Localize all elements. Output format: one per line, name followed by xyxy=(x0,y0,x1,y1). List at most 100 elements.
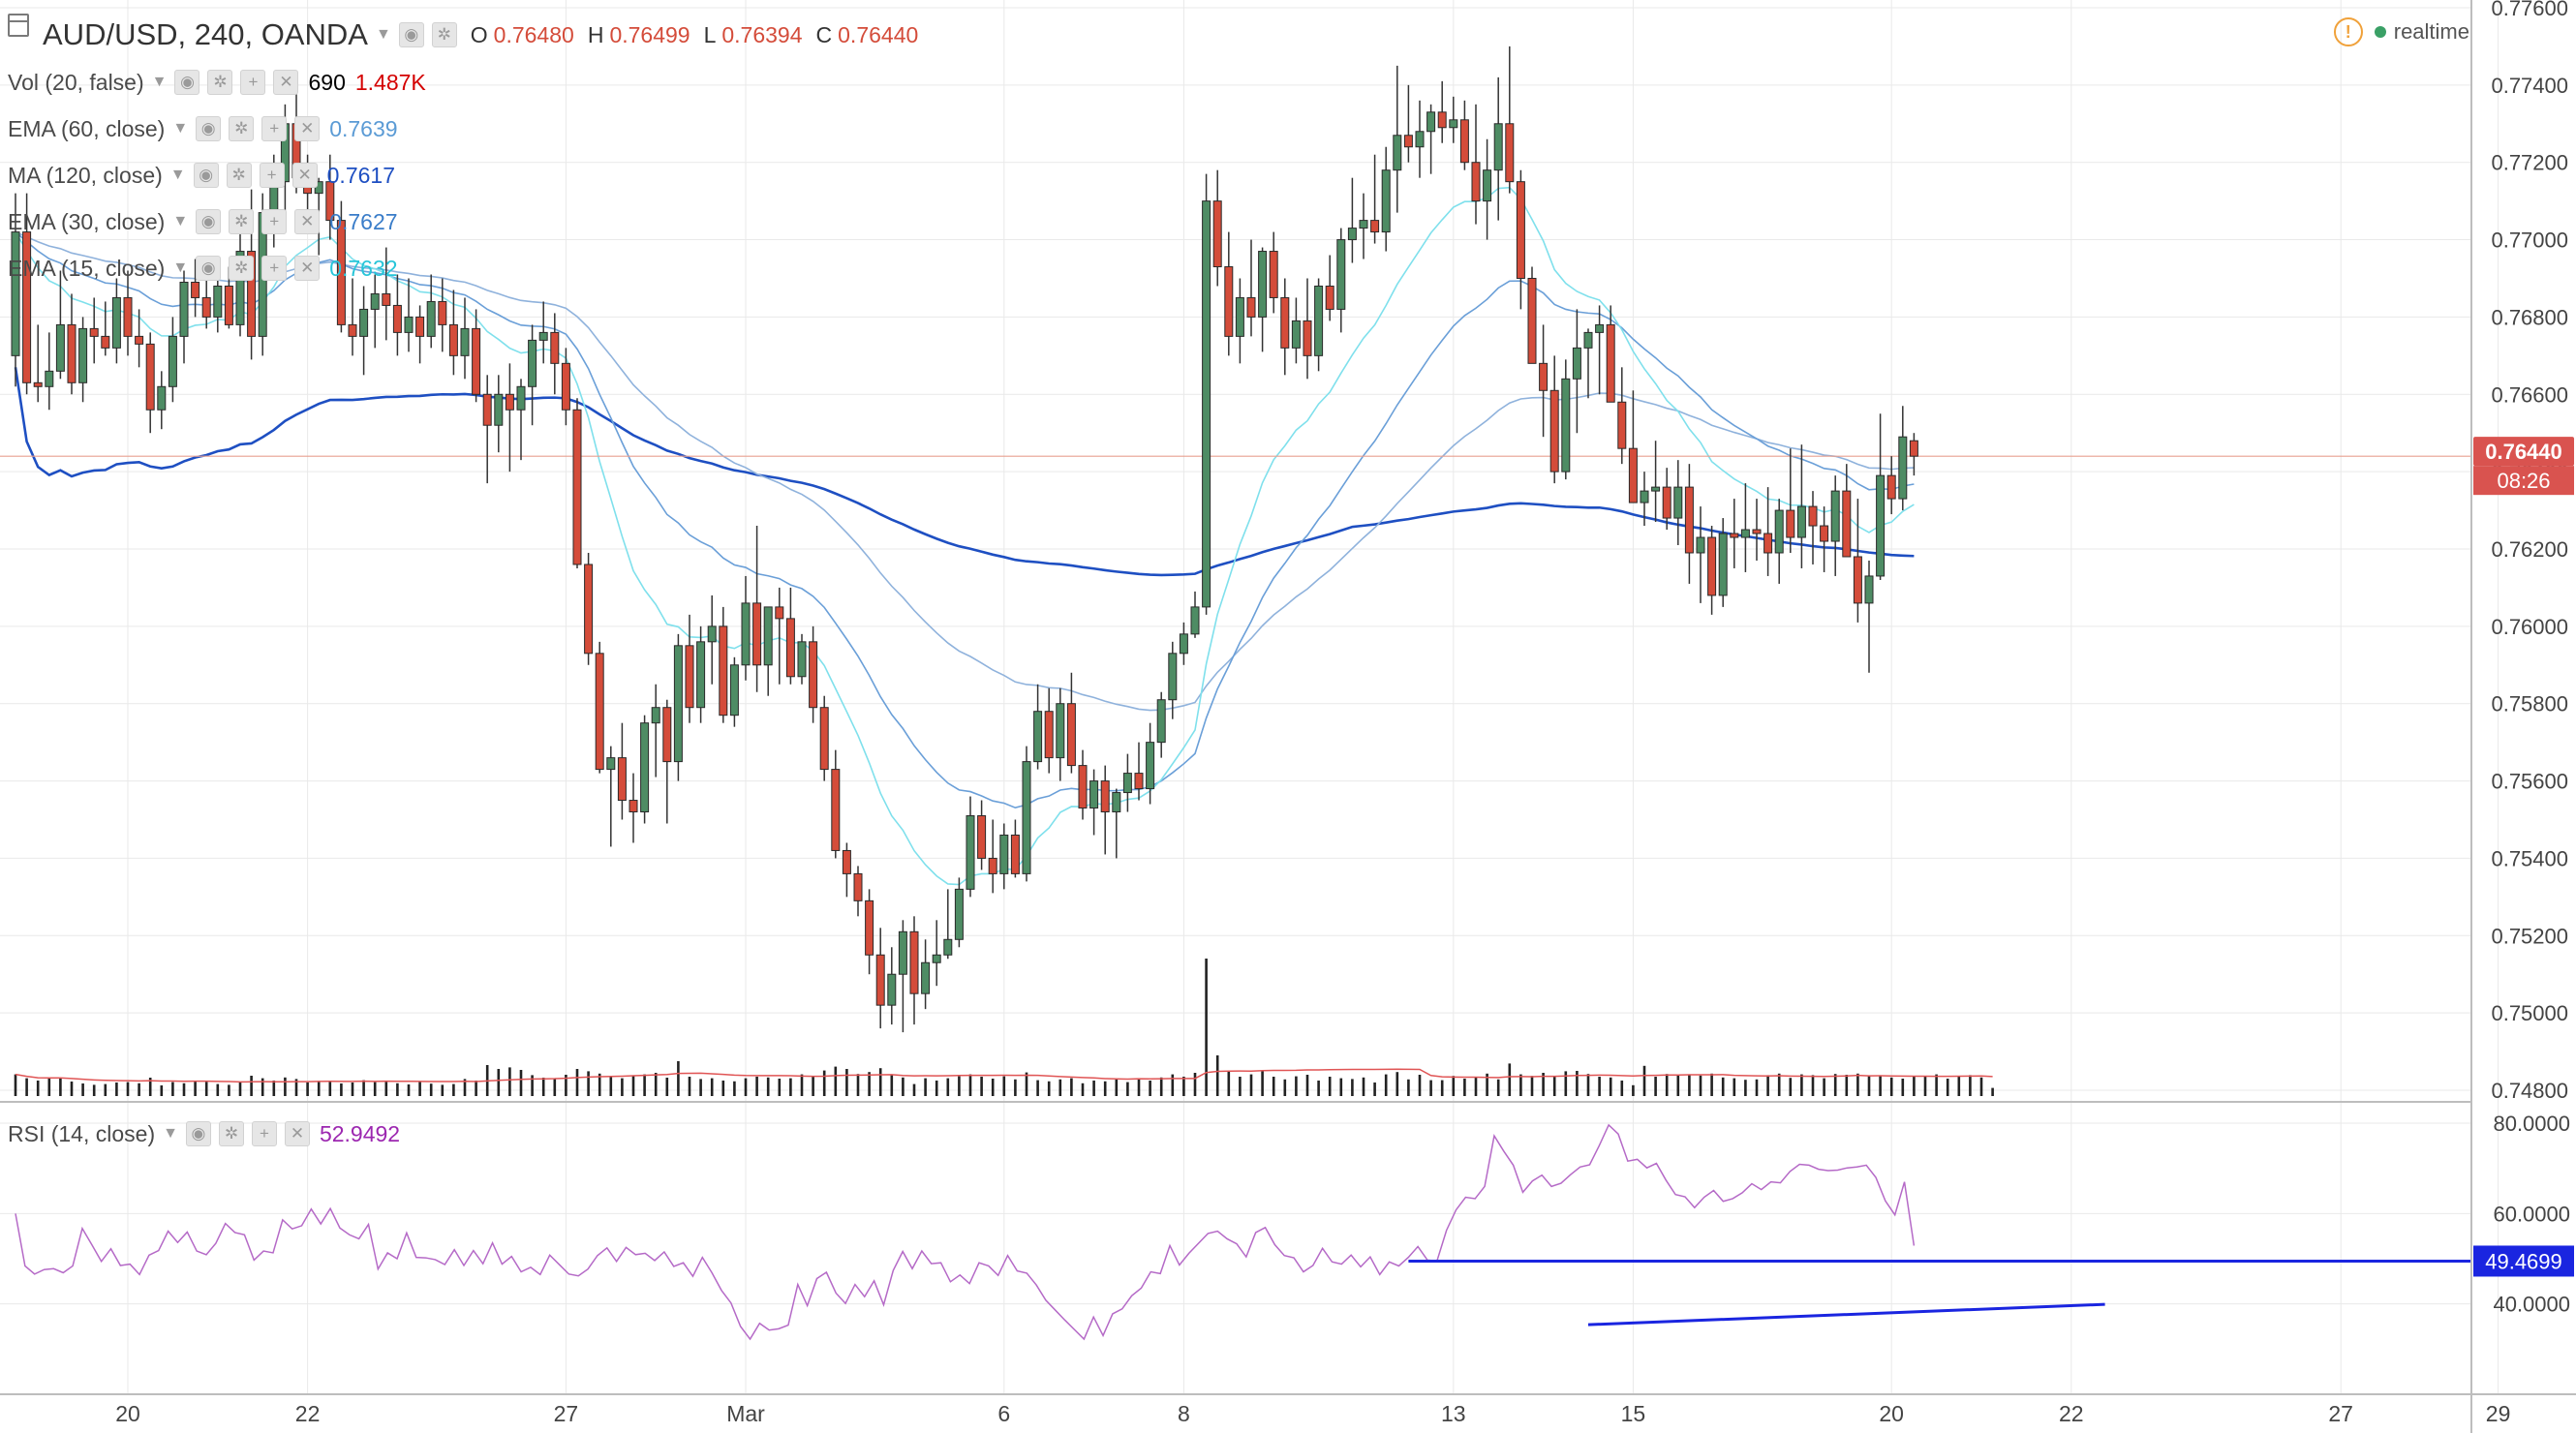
chevron-down-icon[interactable]: ▼ xyxy=(163,1125,178,1142)
gear-icon[interactable]: ✲ xyxy=(218,1121,244,1146)
candle-up xyxy=(404,316,414,333)
candle-up xyxy=(1898,436,1908,500)
volume-bar xyxy=(1036,1080,1039,1096)
indicator-label[interactable]: EMA (60, close) xyxy=(8,115,166,141)
gear-icon[interactable]: ✲ xyxy=(229,116,255,141)
indicator-legend-vol[interactable]: Vol (20, false) ▼ ◉ ✲ + ✕ 690 1.487K xyxy=(8,63,426,102)
plus-icon[interactable]: + xyxy=(251,1121,277,1146)
menu-icon[interactable] xyxy=(8,14,29,37)
chevron-down-icon[interactable]: ▼ xyxy=(172,259,189,276)
volume-bar xyxy=(1823,1078,1825,1096)
gear-icon[interactable]: ✲ xyxy=(229,209,255,234)
candle-down xyxy=(1707,536,1717,596)
candle-up xyxy=(1864,575,1874,604)
candle-up xyxy=(887,973,897,1006)
candle-up xyxy=(1696,536,1705,554)
candle-up xyxy=(1651,486,1661,492)
candle-down xyxy=(438,300,447,325)
volume-bar xyxy=(1508,1063,1512,1096)
volume-bar xyxy=(721,1081,725,1096)
close-icon[interactable]: ✕ xyxy=(294,256,321,281)
volume-bar xyxy=(1800,1074,1803,1096)
gear-icon[interactable]: ✲ xyxy=(229,256,255,281)
chevron-down-icon[interactable]: ▼ xyxy=(169,167,186,183)
rsi-legend[interactable]: RSI (14, close) ▼ ◉ ✲ + ✕ 52.9492 xyxy=(8,1114,400,1153)
plus-icon[interactable]: + xyxy=(261,256,288,281)
gear-icon[interactable]: ✲ xyxy=(226,163,252,188)
gear-icon[interactable]: ✲ xyxy=(207,70,233,95)
chevron-down-icon[interactable]: ▼ xyxy=(172,213,189,229)
candle-down xyxy=(1549,389,1559,473)
rsi-tick-label: 60.0000 xyxy=(2493,1202,2570,1226)
price-tick-label: 0.77000 xyxy=(2491,229,2568,253)
volume-bar xyxy=(856,1074,860,1096)
indicator-label[interactable]: Vol (20, false) xyxy=(8,69,144,95)
rsi-label[interactable]: RSI (14, close) xyxy=(8,1120,156,1146)
ohlc-high-value: 0.76499 xyxy=(609,21,690,47)
close-icon[interactable]: ✕ xyxy=(294,209,321,234)
chevron-down-icon[interactable]: ▼ xyxy=(151,74,168,90)
candle-down xyxy=(1909,440,1918,457)
candle-down xyxy=(482,393,492,426)
plus-icon[interactable]: + xyxy=(259,163,285,188)
candle-up xyxy=(1876,474,1886,577)
eye-icon[interactable]: ◉ xyxy=(174,70,200,95)
volume-bar xyxy=(1710,1073,1713,1096)
time-tick-label: 15 xyxy=(1621,1401,1646,1426)
candle-down xyxy=(1662,486,1671,519)
eye-icon[interactable]: ◉ xyxy=(196,116,222,141)
candle-down xyxy=(1403,135,1413,148)
price-tick-label: 0.77200 xyxy=(2491,151,2568,175)
close-icon[interactable]: ✕ xyxy=(284,1121,310,1146)
indicator-legend-ema60[interactable]: EMA (60, close) ▼ ◉ ✲ + ✕ 0.7639 xyxy=(8,109,398,148)
eye-icon[interactable]: ◉ xyxy=(193,163,219,188)
volume-bar xyxy=(822,1070,826,1096)
indicator-legend-ema30[interactable]: EMA (30, close) ▼ ◉ ✲ + ✕ 0.7627 xyxy=(8,202,398,241)
close-icon[interactable]: ✕ xyxy=(273,70,299,95)
indicator-value: 0.7627 xyxy=(329,208,398,234)
ema15-line xyxy=(15,186,1915,886)
volume-bar xyxy=(565,1075,567,1096)
chevron-down-icon[interactable]: ▼ xyxy=(172,120,189,137)
ohlc-high-key: H xyxy=(587,21,604,47)
candle-up xyxy=(1449,119,1458,129)
candle-up xyxy=(763,606,773,666)
volume-bar xyxy=(1496,1079,1500,1096)
indicator-label[interactable]: EMA (30, close) xyxy=(8,208,166,234)
volume-bar xyxy=(475,1081,477,1096)
indicator-label[interactable]: MA (120, close) xyxy=(8,162,163,188)
candle-up xyxy=(1156,699,1166,744)
realtime-label: realtime xyxy=(2393,19,2469,44)
candle-up xyxy=(1112,792,1121,813)
plus-icon[interactable]: + xyxy=(261,209,288,234)
plus-icon[interactable]: + xyxy=(261,116,288,141)
volume-bar xyxy=(1205,959,1208,1096)
eye-icon[interactable]: ◉ xyxy=(185,1121,211,1146)
eye-icon[interactable]: ◉ xyxy=(196,256,222,281)
indicator-legend-ema15[interactable]: EMA (15, close) ▼ ◉ ✲ + ✕ 0.7632 xyxy=(8,249,398,288)
gear-icon[interactable]: ✲ xyxy=(431,22,457,47)
candle-down xyxy=(572,409,582,565)
candle-down xyxy=(224,285,233,325)
time-tick-label: 27 xyxy=(2328,1401,2353,1426)
volume-bar xyxy=(1058,1079,1062,1096)
candle-down xyxy=(685,645,694,709)
volume-bar xyxy=(81,1083,84,1096)
candle-down xyxy=(1066,703,1076,767)
plus-icon[interactable]: + xyxy=(240,70,266,95)
eye-icon[interactable]: ◉ xyxy=(398,22,424,47)
symbol-title[interactable]: AUD/USD, 240, OANDA xyxy=(43,17,368,51)
volume-bar xyxy=(621,1078,624,1096)
volume-bar xyxy=(194,1081,197,1096)
volume-bar xyxy=(238,1082,242,1096)
eye-icon[interactable]: ◉ xyxy=(196,209,222,234)
indicator-legend-ma120[interactable]: MA (120, close) ▼ ◉ ✲ + ✕ 0.7617 xyxy=(8,156,395,195)
volume-bar xyxy=(1171,1074,1175,1096)
close-icon[interactable]: ✕ xyxy=(291,163,318,188)
indicator-label[interactable]: EMA (15, close) xyxy=(8,255,166,281)
volume-bar xyxy=(1317,1081,1320,1096)
chevron-down-icon[interactable]: ▼ xyxy=(375,26,391,43)
close-icon[interactable]: ✕ xyxy=(294,116,321,141)
alert-icon[interactable]: ! xyxy=(2333,17,2363,46)
